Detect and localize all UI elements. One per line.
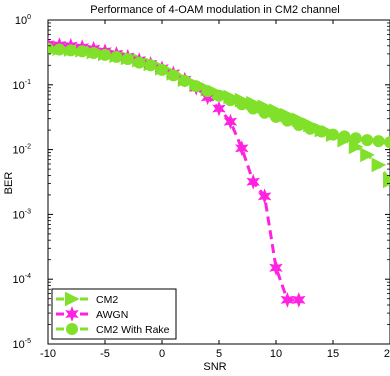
legend-item: CM2 With Rake (56, 323, 170, 336)
data-point (338, 130, 351, 143)
data-point (349, 132, 362, 145)
x-tick-label: 20 (384, 348, 390, 360)
y-tick-label: 10-2 (13, 144, 32, 157)
legend-label: CM2 With Rake (96, 324, 170, 336)
data-point (384, 136, 390, 149)
data-point (64, 44, 77, 57)
data-point (371, 157, 387, 173)
x-axis-label: SNR (203, 361, 226, 373)
legend: CM2 AWGN CM2 With Rake (51, 288, 177, 340)
data-point (372, 135, 385, 148)
data-point (156, 63, 168, 76)
data-point (235, 140, 249, 157)
data-point (257, 188, 272, 205)
data-point (270, 110, 282, 123)
data-point (190, 80, 203, 93)
y-tick-label: 10-3 (13, 208, 32, 221)
data-point (178, 74, 191, 87)
series-cm2-with-rake (48, 42, 390, 149)
y-axis-label: BER (3, 172, 15, 195)
x-tick-label: 10 (270, 348, 282, 360)
legend-item: AWGN (56, 306, 128, 322)
y-tick-label: 10-5 (13, 338, 32, 351)
legend-marker (65, 306, 79, 322)
series-layer (48, 36, 390, 308)
data-point (212, 100, 226, 117)
data-point (258, 106, 271, 119)
data-point (48, 42, 54, 55)
data-point (144, 59, 157, 72)
data-point (360, 147, 375, 163)
x-tick-label: 0 (159, 348, 165, 360)
data-point (246, 173, 260, 190)
x-axis: -10 -5 0 5 10 15 20 (40, 20, 390, 360)
data-point (292, 118, 305, 131)
x-tick-label: -5 (100, 348, 110, 360)
data-point (167, 69, 180, 82)
data-point (223, 113, 238, 130)
data-point (327, 128, 339, 141)
x-tick-label: -10 (40, 348, 56, 360)
data-point (201, 85, 214, 98)
data-point (110, 50, 123, 63)
y-tick-label: 10-1 (13, 79, 32, 92)
x-tick-label: 5 (216, 348, 222, 360)
data-point (281, 114, 294, 127)
legend-label: CM2 (96, 294, 118, 306)
data-point (235, 98, 248, 111)
data-point (87, 46, 100, 59)
data-point (292, 292, 306, 308)
legend-label: AWGN (96, 309, 128, 321)
x-tick-label: 15 (327, 348, 339, 360)
data-point (213, 89, 225, 102)
data-point (99, 48, 111, 61)
data-point (53, 43, 66, 56)
legend-marker (65, 291, 80, 307)
data-point (133, 56, 146, 69)
data-point (269, 259, 283, 276)
data-point (315, 125, 328, 138)
y-tick-label: 100 (15, 14, 31, 27)
data-point (247, 102, 260, 115)
legend-item: CM2 (56, 291, 118, 307)
y-tick-label: 10-4 (13, 273, 32, 286)
chart-title: Performance of 4-OAM modulation in CM2 c… (90, 4, 339, 16)
data-point (361, 134, 374, 147)
data-point (304, 122, 317, 135)
data-point (224, 94, 237, 107)
data-point (121, 53, 134, 66)
data-point (76, 45, 89, 58)
legend-marker (66, 323, 78, 335)
data-point (383, 173, 390, 189)
